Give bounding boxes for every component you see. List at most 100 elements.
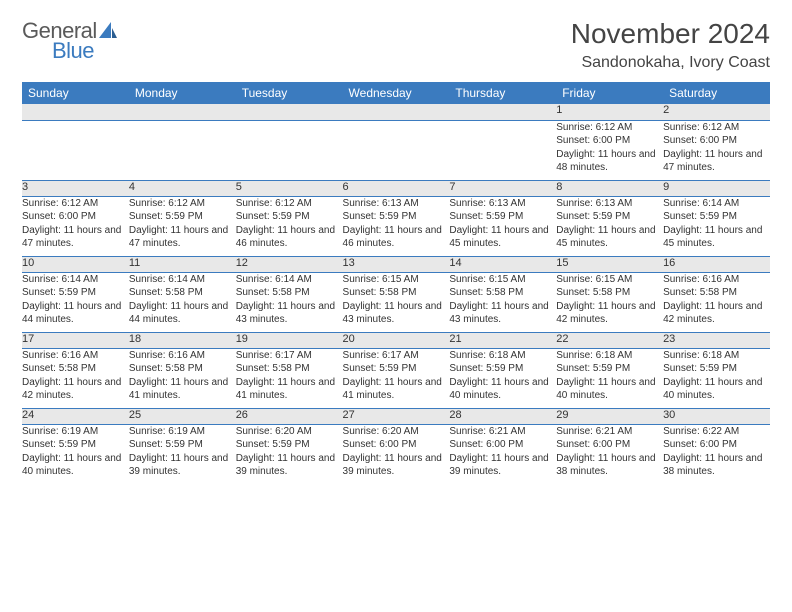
sunrise-text: Sunrise: 6:17 AM [343,349,450,363]
sunrise-text: Sunrise: 6:16 AM [129,349,236,363]
day-content-cell: Sunrise: 6:20 AMSunset: 6:00 PMDaylight:… [343,424,450,484]
sunrise-text: Sunrise: 6:20 AM [236,425,343,439]
daylight-text: Daylight: 11 hours and 43 minutes. [449,300,556,327]
sunrise-text: Sunrise: 6:14 AM [22,273,129,287]
day-number-cell: 1 [556,104,663,120]
sunset-text: Sunset: 5:59 PM [556,210,663,224]
day-number-cell: 6 [343,180,450,196]
content-row: Sunrise: 6:19 AMSunset: 5:59 PMDaylight:… [22,424,770,484]
sunrise-text: Sunrise: 6:13 AM [449,197,556,211]
weekday-header: Friday [556,82,663,104]
sunrise-text: Sunrise: 6:18 AM [556,349,663,363]
sunrise-text: Sunrise: 6:12 AM [663,121,770,135]
day-number-cell: 7 [449,180,556,196]
day-content-cell: Sunrise: 6:19 AMSunset: 5:59 PMDaylight:… [129,424,236,484]
sunset-text: Sunset: 5:59 PM [449,210,556,224]
day-content-cell [449,120,556,180]
daylight-text: Daylight: 11 hours and 45 minutes. [556,224,663,251]
day-content-cell [22,120,129,180]
sunset-text: Sunset: 5:58 PM [22,362,129,376]
sunset-text: Sunset: 5:58 PM [343,286,450,300]
sunrise-text: Sunrise: 6:14 AM [663,197,770,211]
content-row: Sunrise: 6:14 AMSunset: 5:59 PMDaylight:… [22,272,770,332]
day-content-cell: Sunrise: 6:13 AMSunset: 5:59 PMDaylight:… [449,196,556,256]
sunrise-text: Sunrise: 6:14 AM [236,273,343,287]
daylight-text: Daylight: 11 hours and 40 minutes. [22,452,129,479]
day-content-cell: Sunrise: 6:13 AMSunset: 5:59 PMDaylight:… [343,196,450,256]
day-number-cell: 20 [343,332,450,348]
day-number-cell: 25 [129,408,236,424]
sunset-text: Sunset: 5:59 PM [449,362,556,376]
day-number-cell: 4 [129,180,236,196]
weekday-header: Saturday [663,82,770,104]
day-number-cell: 24 [22,408,129,424]
sunset-text: Sunset: 5:58 PM [449,286,556,300]
logo: General Blue [22,18,117,70]
sunrise-text: Sunrise: 6:13 AM [343,197,450,211]
sunset-text: Sunset: 6:00 PM [343,438,450,452]
daylight-text: Daylight: 11 hours and 42 minutes. [663,300,770,327]
day-content-cell: Sunrise: 6:22 AMSunset: 6:00 PMDaylight:… [663,424,770,484]
daynum-row: 17181920212223 [22,332,770,348]
weekday-header: Thursday [449,82,556,104]
daylight-text: Daylight: 11 hours and 41 minutes. [343,376,450,403]
day-number-cell: 16 [663,256,770,272]
sunset-text: Sunset: 5:59 PM [343,210,450,224]
weekday-header: Wednesday [343,82,450,104]
day-content-cell: Sunrise: 6:18 AMSunset: 5:59 PMDaylight:… [556,348,663,408]
day-content-cell: Sunrise: 6:20 AMSunset: 5:59 PMDaylight:… [236,424,343,484]
logo-sail-icon [99,22,117,38]
day-number-cell: 21 [449,332,556,348]
weekday-header: Tuesday [236,82,343,104]
day-number-cell: 3 [22,180,129,196]
header: General Blue November 2024 Sandonokaha, … [22,18,770,72]
day-content-cell: Sunrise: 6:14 AMSunset: 5:59 PMDaylight:… [22,272,129,332]
sunset-text: Sunset: 6:00 PM [449,438,556,452]
daylight-text: Daylight: 11 hours and 38 minutes. [556,452,663,479]
sunset-text: Sunset: 5:59 PM [663,362,770,376]
sunrise-text: Sunrise: 6:20 AM [343,425,450,439]
day-number-cell: 9 [663,180,770,196]
logo-text-blue: Blue [52,38,94,63]
sunrise-text: Sunrise: 6:17 AM [236,349,343,363]
day-number-cell: 13 [343,256,450,272]
sunset-text: Sunset: 5:58 PM [129,362,236,376]
sunset-text: Sunset: 5:58 PM [556,286,663,300]
day-number-cell: 22 [556,332,663,348]
daylight-text: Daylight: 11 hours and 47 minutes. [129,224,236,251]
calendar-page: General Blue November 2024 Sandonokaha, … [0,0,792,494]
day-number-cell: 30 [663,408,770,424]
day-number-cell: 8 [556,180,663,196]
day-number-cell [129,104,236,120]
day-content-cell: Sunrise: 6:15 AMSunset: 5:58 PMDaylight:… [556,272,663,332]
sunrise-text: Sunrise: 6:12 AM [129,197,236,211]
sunset-text: Sunset: 5:58 PM [663,286,770,300]
daylight-text: Daylight: 11 hours and 46 minutes. [343,224,450,251]
sunrise-text: Sunrise: 6:12 AM [556,121,663,135]
daylight-text: Daylight: 11 hours and 47 minutes. [22,224,129,251]
content-row: Sunrise: 6:12 AMSunset: 6:00 PMDaylight:… [22,196,770,256]
page-title: November 2024 [571,18,770,50]
daylight-text: Daylight: 11 hours and 41 minutes. [236,376,343,403]
day-content-cell: Sunrise: 6:17 AMSunset: 5:59 PMDaylight:… [343,348,450,408]
sunset-text: Sunset: 5:59 PM [663,210,770,224]
daylight-text: Daylight: 11 hours and 46 minutes. [236,224,343,251]
day-number-cell: 18 [129,332,236,348]
sunset-text: Sunset: 6:00 PM [556,134,663,148]
sunset-text: Sunset: 5:59 PM [129,438,236,452]
sunrise-text: Sunrise: 6:19 AM [22,425,129,439]
sunrise-text: Sunrise: 6:21 AM [449,425,556,439]
daylight-text: Daylight: 11 hours and 45 minutes. [449,224,556,251]
daylight-text: Daylight: 11 hours and 40 minutes. [556,376,663,403]
day-content-cell: Sunrise: 6:17 AMSunset: 5:58 PMDaylight:… [236,348,343,408]
sunset-text: Sunset: 5:58 PM [236,286,343,300]
day-content-cell: Sunrise: 6:15 AMSunset: 5:58 PMDaylight:… [449,272,556,332]
daylight-text: Daylight: 11 hours and 41 minutes. [129,376,236,403]
sunrise-text: Sunrise: 6:16 AM [663,273,770,287]
logo-text: General Blue [22,18,117,70]
day-number-cell [343,104,450,120]
day-number-cell: 10 [22,256,129,272]
day-content-cell [129,120,236,180]
sunset-text: Sunset: 5:59 PM [556,362,663,376]
sunset-text: Sunset: 6:00 PM [663,438,770,452]
